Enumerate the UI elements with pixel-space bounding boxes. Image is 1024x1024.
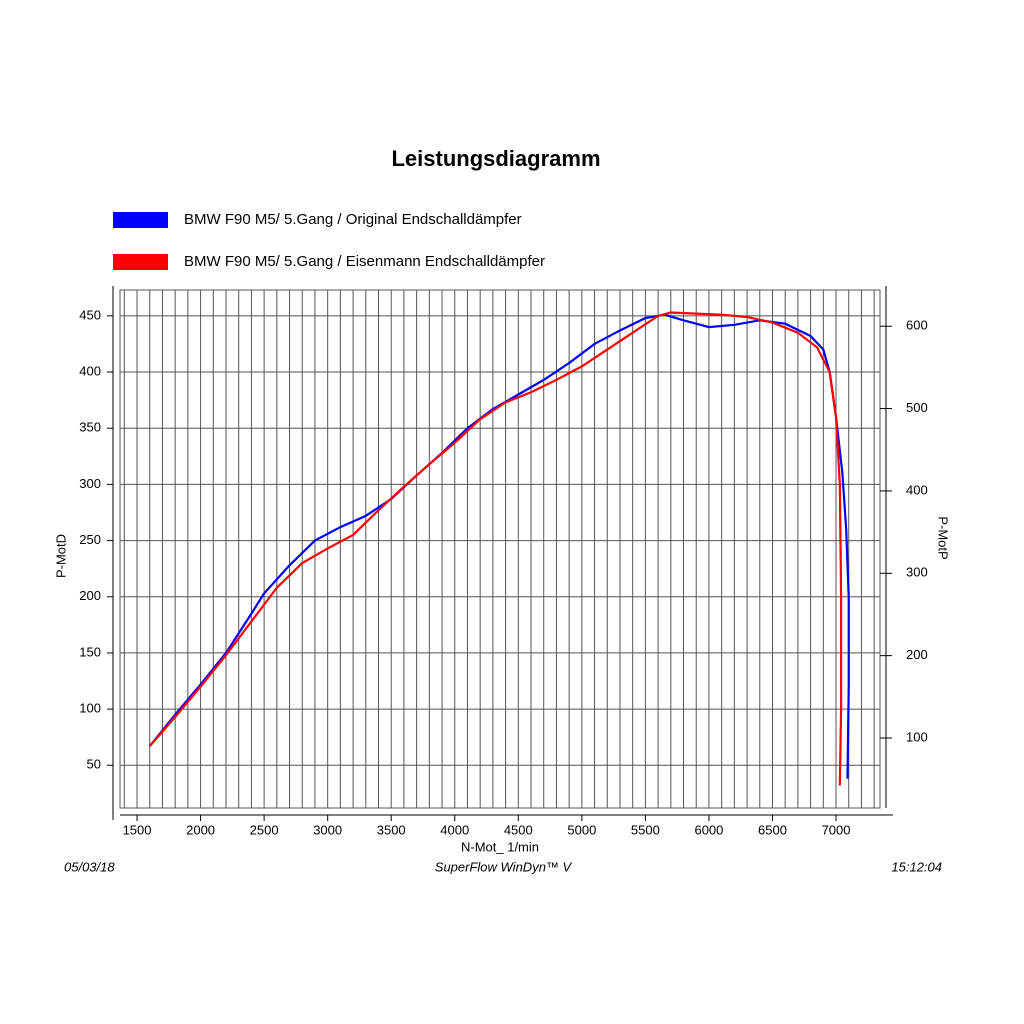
x-tick-label: 3500 xyxy=(377,822,406,837)
legend-swatch xyxy=(113,254,168,270)
y2-tick-label: 200 xyxy=(906,647,928,662)
x-tick-label: 1500 xyxy=(123,822,152,837)
legend-swatch xyxy=(113,212,168,228)
y-tick-label: 50 xyxy=(87,757,101,772)
plot-frame xyxy=(119,289,881,809)
y2-tick-label: 500 xyxy=(906,400,928,415)
x-tick-label: 6500 xyxy=(758,822,787,837)
legend-label: BMW F90 M5/ 5.Gang / Original Endschalld… xyxy=(184,211,522,228)
y-tick-label: 150 xyxy=(79,644,101,659)
y-tick-label: 350 xyxy=(79,420,101,435)
x-tick-label: 5000 xyxy=(567,822,596,837)
y-tick-label: 100 xyxy=(79,701,101,716)
footer-software: SuperFlow WinDyn™ V xyxy=(435,859,573,874)
x-tick-label: 6000 xyxy=(694,822,723,837)
x-tick-label: 2000 xyxy=(186,822,215,837)
y2-tick-label: 600 xyxy=(906,318,928,333)
x-tick-label: 3000 xyxy=(313,822,342,837)
x-tick-label: 4000 xyxy=(440,822,469,837)
y-axis-label: P-MotD xyxy=(53,534,68,578)
x-axis-label: N-Mot_ 1/min xyxy=(461,839,539,854)
y-tick-label: 250 xyxy=(79,532,101,547)
y2-axis-label: P-MotP xyxy=(936,516,951,559)
x-tick-label: 4500 xyxy=(504,822,533,837)
footer-date: 05/03/18 xyxy=(64,859,115,874)
y-tick-label: 400 xyxy=(79,363,101,378)
series-line xyxy=(148,311,843,786)
footer-time: 15:12:04 xyxy=(891,859,942,874)
y2-tick-label: 100 xyxy=(906,729,928,744)
x-tick-label: 5500 xyxy=(631,822,660,837)
y-tick-label: 450 xyxy=(79,307,101,322)
chart-title: Leistungsdiagramm xyxy=(391,146,600,171)
legend-label: BMW F90 M5/ 5.Gang / Eisenmann Endschall… xyxy=(184,253,545,270)
x-tick-label: 2500 xyxy=(250,822,279,837)
x-tick-label: 7000 xyxy=(822,822,851,837)
y-tick-label: 300 xyxy=(79,476,101,491)
y2-tick-label: 300 xyxy=(906,565,928,580)
y-tick-label: 200 xyxy=(79,588,101,603)
y2-tick-label: 400 xyxy=(906,482,928,497)
